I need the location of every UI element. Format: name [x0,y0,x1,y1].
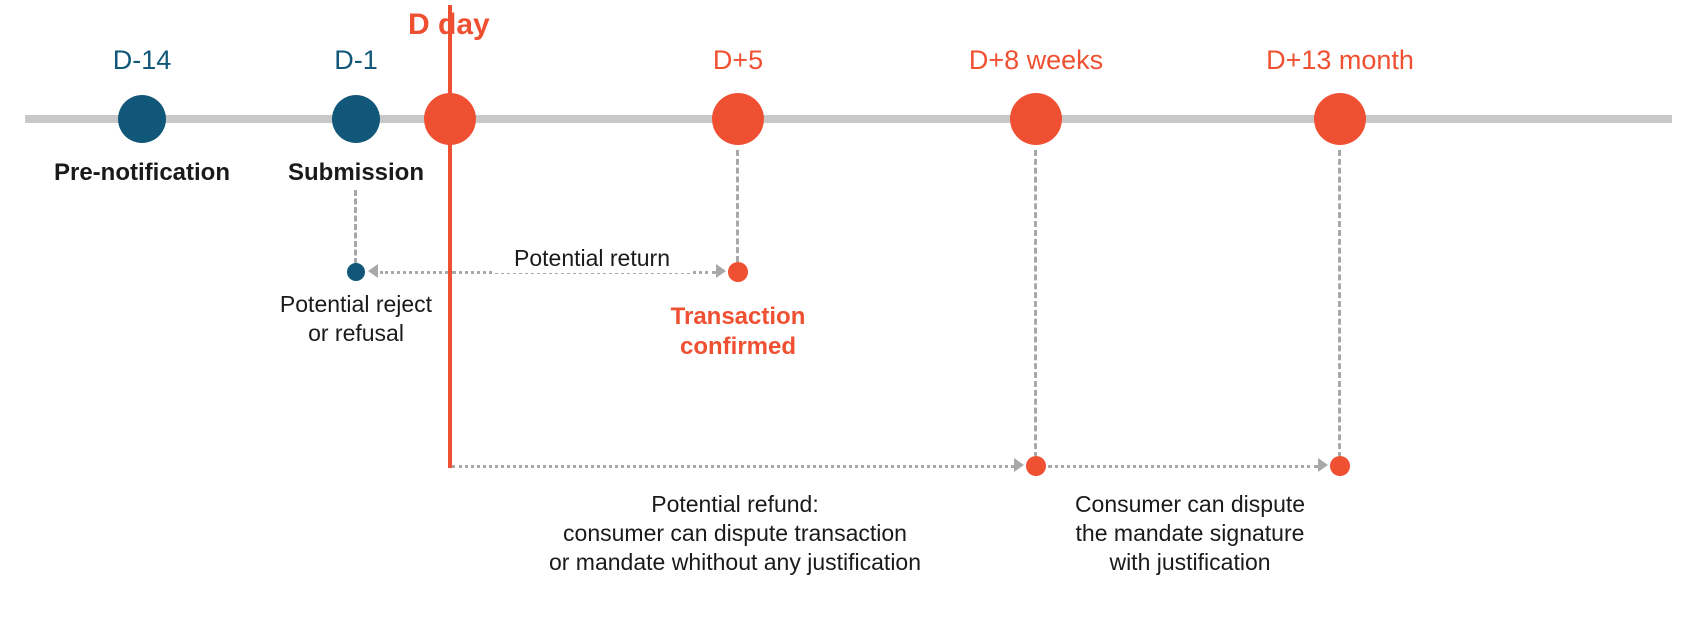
vdash-reject [354,190,357,264]
arrow-left-reject [368,264,378,278]
label-d-day: D day [408,6,608,44]
label-reject-refusal: Potential reject or refusal [246,290,466,348]
dot-d-plus-5 [712,93,764,145]
label-pre-notification: Pre-notification [32,158,252,188]
label-transaction-confirmed: Transaction confirmed [618,302,858,362]
label-d-plus-5: D+5 [638,44,838,78]
small-dot-reject [347,263,365,281]
label-d-plus-13m: D+13 month [1200,44,1480,78]
hdotted-refund-8w [452,465,1014,468]
label-d-plus-8w: D+8 weeks [906,44,1166,78]
dot-d-plus-13m [1314,93,1366,145]
dot-d-minus-1 [332,95,380,143]
label-d-minus-1: D-1 [256,44,456,78]
label-potential-return: Potential return [492,244,692,273]
hdotted-reject [380,271,448,274]
dot-d-plus-8w [1010,93,1062,145]
small-dot-refund-8w [1026,456,1046,476]
hdotted-dispute-13m [1048,465,1318,468]
timeline-axis [25,115,1672,123]
small-dot-dispute-13m [1330,456,1350,476]
arrow-right-refund-8w [1014,458,1024,472]
arrow-right-dispute-13m [1318,458,1328,472]
vdash-dispute-13m [1338,150,1341,458]
label-submission: Submission [256,158,456,188]
small-dot-confirm [728,262,748,282]
arrow-right-confirm [716,264,726,278]
label-dispute-13m: Consumer can dispute the mandate signatu… [1050,490,1330,576]
vdash-refund-8w [1034,150,1037,458]
dot-d-minus-14 [118,95,166,143]
timeline-diagram: D-14 Pre-notification D-1 Submission D d… [0,0,1697,618]
label-potential-refund: Potential refund: consumer can dispute t… [490,490,980,576]
dot-d-day [424,93,476,145]
vdash-confirm [736,150,739,262]
label-d-minus-14: D-14 [42,44,242,78]
